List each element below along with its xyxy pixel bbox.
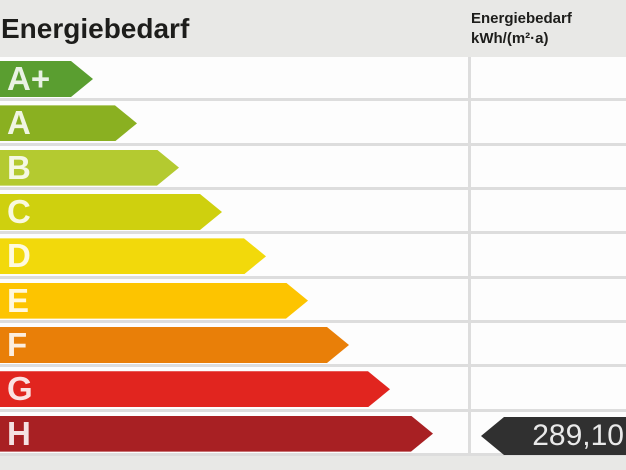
scale-row-e: E — [0, 278, 626, 323]
class-label-a: A — [7, 104, 31, 142]
class-arrow-a-plus: A+ — [0, 61, 93, 97]
scale-row-a: A — [0, 101, 626, 146]
class-label-g: G — [7, 370, 33, 408]
class-label-a-plus: A+ — [7, 60, 51, 97]
scale-row-a-plus: A+ — [0, 57, 626, 102]
class-arrow-e: E — [0, 283, 308, 319]
scale-row-d: D — [0, 234, 626, 279]
footer-strip — [0, 456, 626, 470]
class-arrow-f: F — [0, 327, 349, 363]
class-label-h: H — [7, 414, 31, 452]
class-label-d: D — [7, 237, 31, 275]
class-arrow-b: B — [0, 150, 179, 186]
class-label-e: E — [7, 281, 30, 319]
unit-label: Energiebedarf kWh/(m²·a) — [471, 9, 572, 49]
unit-label-line2: kWh/(m²·a) — [471, 30, 549, 47]
header: Energiebedarf Energiebedarf kWh/(m²·a) — [0, 0, 626, 57]
energy-scale: A+ A B C D E — [0, 57, 626, 456]
scale-row-b: B — [0, 145, 626, 190]
unit-label-line1: Energiebedarf — [471, 10, 572, 27]
class-arrow-d: D — [0, 238, 266, 274]
scale-row-g: G — [0, 367, 626, 412]
class-arrow-h: H — [0, 416, 433, 452]
class-arrow-g: G — [0, 371, 390, 407]
class-label-b: B — [7, 148, 31, 186]
class-arrow-c: C — [0, 194, 222, 230]
class-label-f: F — [7, 325, 28, 363]
value-arrow: 289,10 — [481, 417, 626, 455]
class-label-c: C — [7, 192, 31, 230]
value-column-divider — [468, 57, 471, 456]
page-title: Energiebedarf — [1, 13, 190, 44]
energy-value: 289,10 — [532, 419, 624, 452]
class-arrow-a: A — [0, 105, 137, 141]
scale-row-f: F — [0, 322, 626, 368]
scale-row-c: C — [0, 189, 626, 235]
